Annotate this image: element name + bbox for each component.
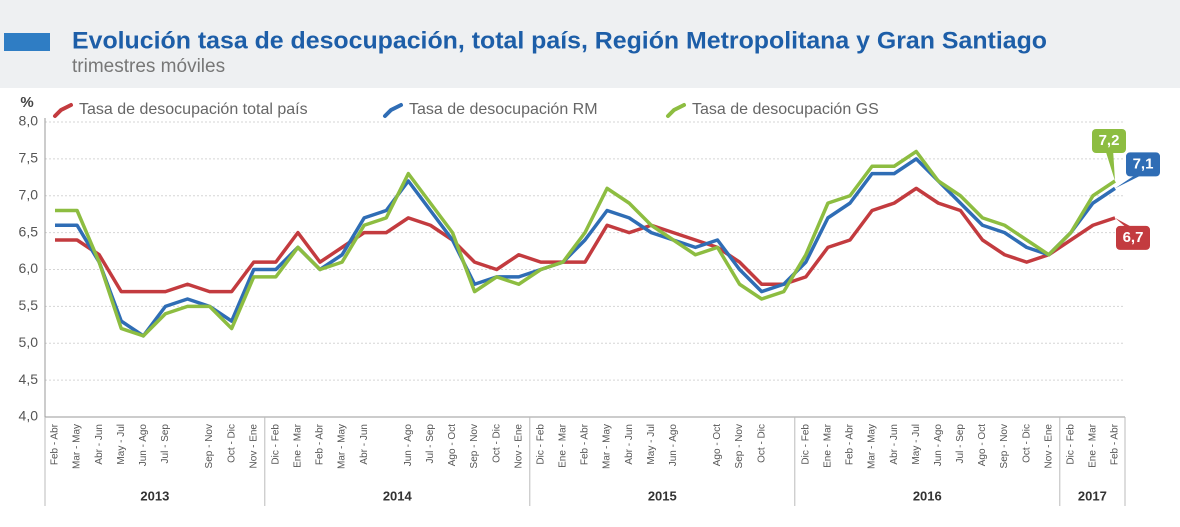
x-tick-label: Jun - Ago (933, 424, 944, 467)
label-box (1126, 152, 1160, 177)
x-tick-label: Jul - Sep (160, 424, 171, 464)
legend-marker (53, 103, 73, 118)
legend-marker (383, 103, 403, 118)
y-tick-label: 6,5 (19, 223, 39, 239)
year-label: 2016 (913, 488, 942, 503)
x-tick-label: Ene - Mar (823, 423, 834, 468)
x-tick-label: Nov - Ene (248, 424, 259, 469)
x-tick-label: Sep - Nov (469, 424, 480, 468)
year-label: 2014 (383, 488, 413, 503)
legend-label: Tasa de desocupación RM (409, 101, 598, 118)
x-tick-label: Ago - Oct (447, 424, 458, 466)
series-line (55, 149, 1116, 338)
x-tick-label: Oct - Dic (756, 424, 767, 463)
x-tick-label: Ago - Oct (977, 424, 988, 466)
year-label: 2017 (1078, 488, 1107, 503)
x-tick-label: Oct - Dic (491, 424, 502, 463)
x-tick-label: Abr - Jun (359, 424, 370, 465)
data-label: 7,2 (1099, 132, 1120, 149)
x-tick-label: Jul - Sep (425, 424, 436, 464)
chart-title: Evolución tasa de desocupación, total pa… (72, 27, 1047, 54)
x-tick-label: Abr - Jun (94, 424, 105, 465)
label-pointer (1105, 149, 1115, 181)
y-tick-label: 4,0 (19, 408, 39, 424)
x-tick-label: Jul - Sep (955, 424, 966, 464)
x-tick-label: May - Jul (116, 424, 127, 465)
x-tick-label: Feb - Abr (1110, 423, 1121, 465)
data-label: 7,1 (1133, 155, 1154, 172)
x-tick-label: May - Jul (911, 424, 922, 465)
x-tick-label: Jun - Ago (138, 424, 149, 467)
x-tick-label: Mar - May (337, 424, 348, 469)
legend-label: Tasa de desocupación total país (79, 101, 308, 118)
x-tick-label: Feb - Abr (845, 423, 856, 465)
x-tick-label: Sep - Nov (999, 424, 1010, 468)
x-tick-label: Mar - May (602, 424, 613, 469)
x-tick-label: Oct - Dic (226, 424, 237, 463)
y-tick-label: 6,0 (19, 260, 39, 276)
y-tick-label: 4,5 (19, 371, 39, 387)
series-line (55, 186, 1116, 294)
x-tick-label: Mar - May (867, 424, 878, 469)
x-tick-label: May - Jul (646, 424, 657, 465)
x-tick-label: Feb - Abr (580, 423, 591, 465)
x-tick-label: Dic - Feb (270, 424, 281, 465)
x-tick-label: Jun - Ago (403, 424, 414, 467)
y-tick-label: 7,0 (19, 186, 39, 202)
x-tick-label: Nov - Ene (1043, 424, 1054, 469)
x-tick-label: Jun - Ago (668, 424, 679, 467)
x-tick-label: Feb - Abr (315, 423, 326, 465)
data-label: 6,7 (1123, 229, 1144, 246)
legend-label: Tasa de desocupación GS (692, 101, 879, 118)
chart-subtitle: trimestres móviles (72, 56, 225, 77)
x-tick-label: Ene - Mar (558, 423, 569, 468)
x-tick-label: Abr - Jun (889, 424, 900, 465)
title-bar (4, 33, 50, 51)
y-tick-label: 7,5 (19, 150, 39, 166)
y-tick-label: 5,0 (19, 334, 39, 350)
x-tick-label: Oct - Dic (1021, 424, 1032, 463)
legend-marker (666, 103, 686, 118)
x-tick-label: Ene - Mar (1088, 423, 1099, 468)
x-tick-label: Ene - Mar (293, 423, 304, 468)
y-axis-label: % (20, 94, 33, 111)
x-tick-label: Nov - Ene (513, 424, 524, 469)
y-tick-label: 5,5 (19, 297, 39, 313)
x-tick-label: Ago - Oct (712, 424, 723, 466)
x-tick-label: Sep - Nov (204, 424, 215, 468)
year-label: 2015 (648, 488, 677, 503)
y-tick-label: 8,0 (19, 113, 39, 129)
x-tick-label: Feb - Abr (50, 423, 61, 465)
label-box (1116, 225, 1150, 250)
x-tick-label: Dic - Feb (800, 424, 811, 465)
label-box (1092, 129, 1126, 153)
x-tick-label: Abr - Jun (624, 424, 635, 465)
x-tick-label: Sep - Nov (734, 424, 745, 468)
x-tick-label: Mar - May (72, 424, 83, 469)
x-tick-label: Dic - Feb (1065, 424, 1076, 465)
year-label: 2013 (140, 488, 169, 503)
x-tick-label: Dic - Feb (535, 424, 546, 465)
